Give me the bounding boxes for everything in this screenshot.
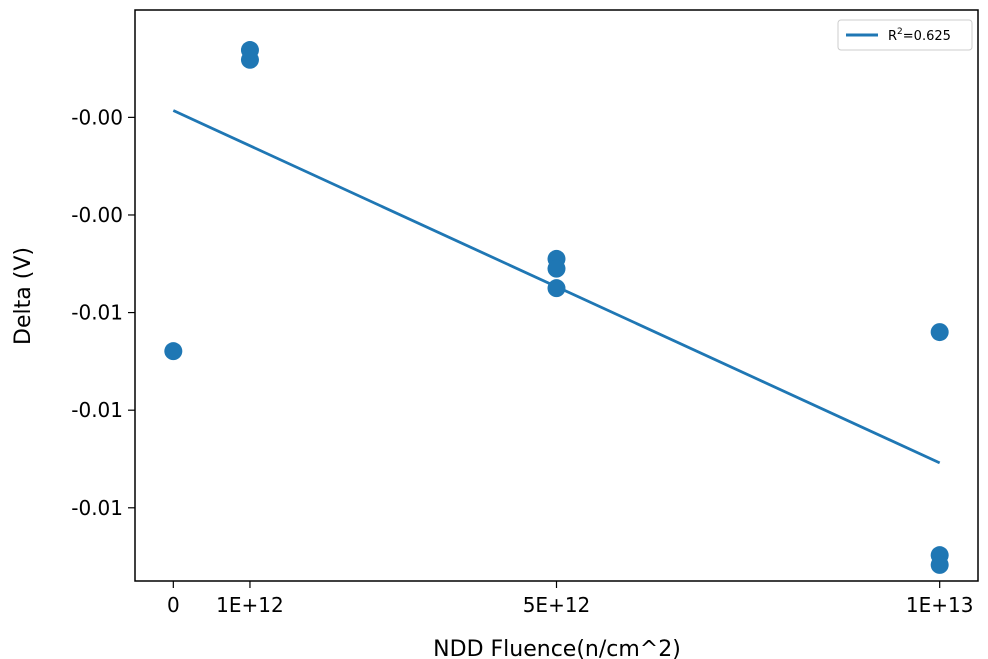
data-point bbox=[240, 41, 259, 60]
x-tick-label: 1E+13 bbox=[906, 593, 974, 617]
x-axis: 0 1E+12 5E+12 1E+13 bbox=[167, 581, 974, 617]
data-point bbox=[164, 342, 183, 361]
plot-area: 0 1E+12 5E+12 1E+13 -0.00-0.00-0.01-0.01-0.… bbox=[71, 9, 979, 617]
y-axis: -0.00 -0.00 -0.01 -0.01 -0.01 bbox=[71, 105, 135, 520]
data-point bbox=[547, 279, 566, 298]
legend: R2=0.625 bbox=[837, 19, 973, 51]
x-tick-label: 5E+12 bbox=[523, 593, 591, 617]
data-point bbox=[930, 555, 949, 574]
x-axis-title: NDD Fluence(n/cm^2) bbox=[433, 637, 681, 659]
y-tick-label: -0.00 bbox=[71, 203, 123, 227]
y-tick-label: -0.01 bbox=[71, 496, 123, 520]
legend-label-rest: =0.625 bbox=[903, 29, 951, 44]
x-tick-label: 0 bbox=[167, 593, 180, 617]
y-tick-label: -0.00 bbox=[71, 105, 123, 129]
x-tick-label: 1E+12 bbox=[216, 593, 284, 617]
y-axis-title: Delta (V) bbox=[11, 247, 36, 345]
legend-box bbox=[837, 19, 973, 51]
data-point bbox=[930, 323, 949, 342]
legend-label-sup: 2 bbox=[897, 27, 903, 37]
legend-label-base: R bbox=[888, 29, 897, 44]
y-tick-label: -0.01 bbox=[71, 301, 123, 325]
data-point bbox=[547, 259, 566, 278]
y-tick-label: -0.01 bbox=[71, 398, 123, 422]
legend-label: R2=0.625 bbox=[888, 27, 951, 44]
data-marks bbox=[164, 41, 949, 574]
